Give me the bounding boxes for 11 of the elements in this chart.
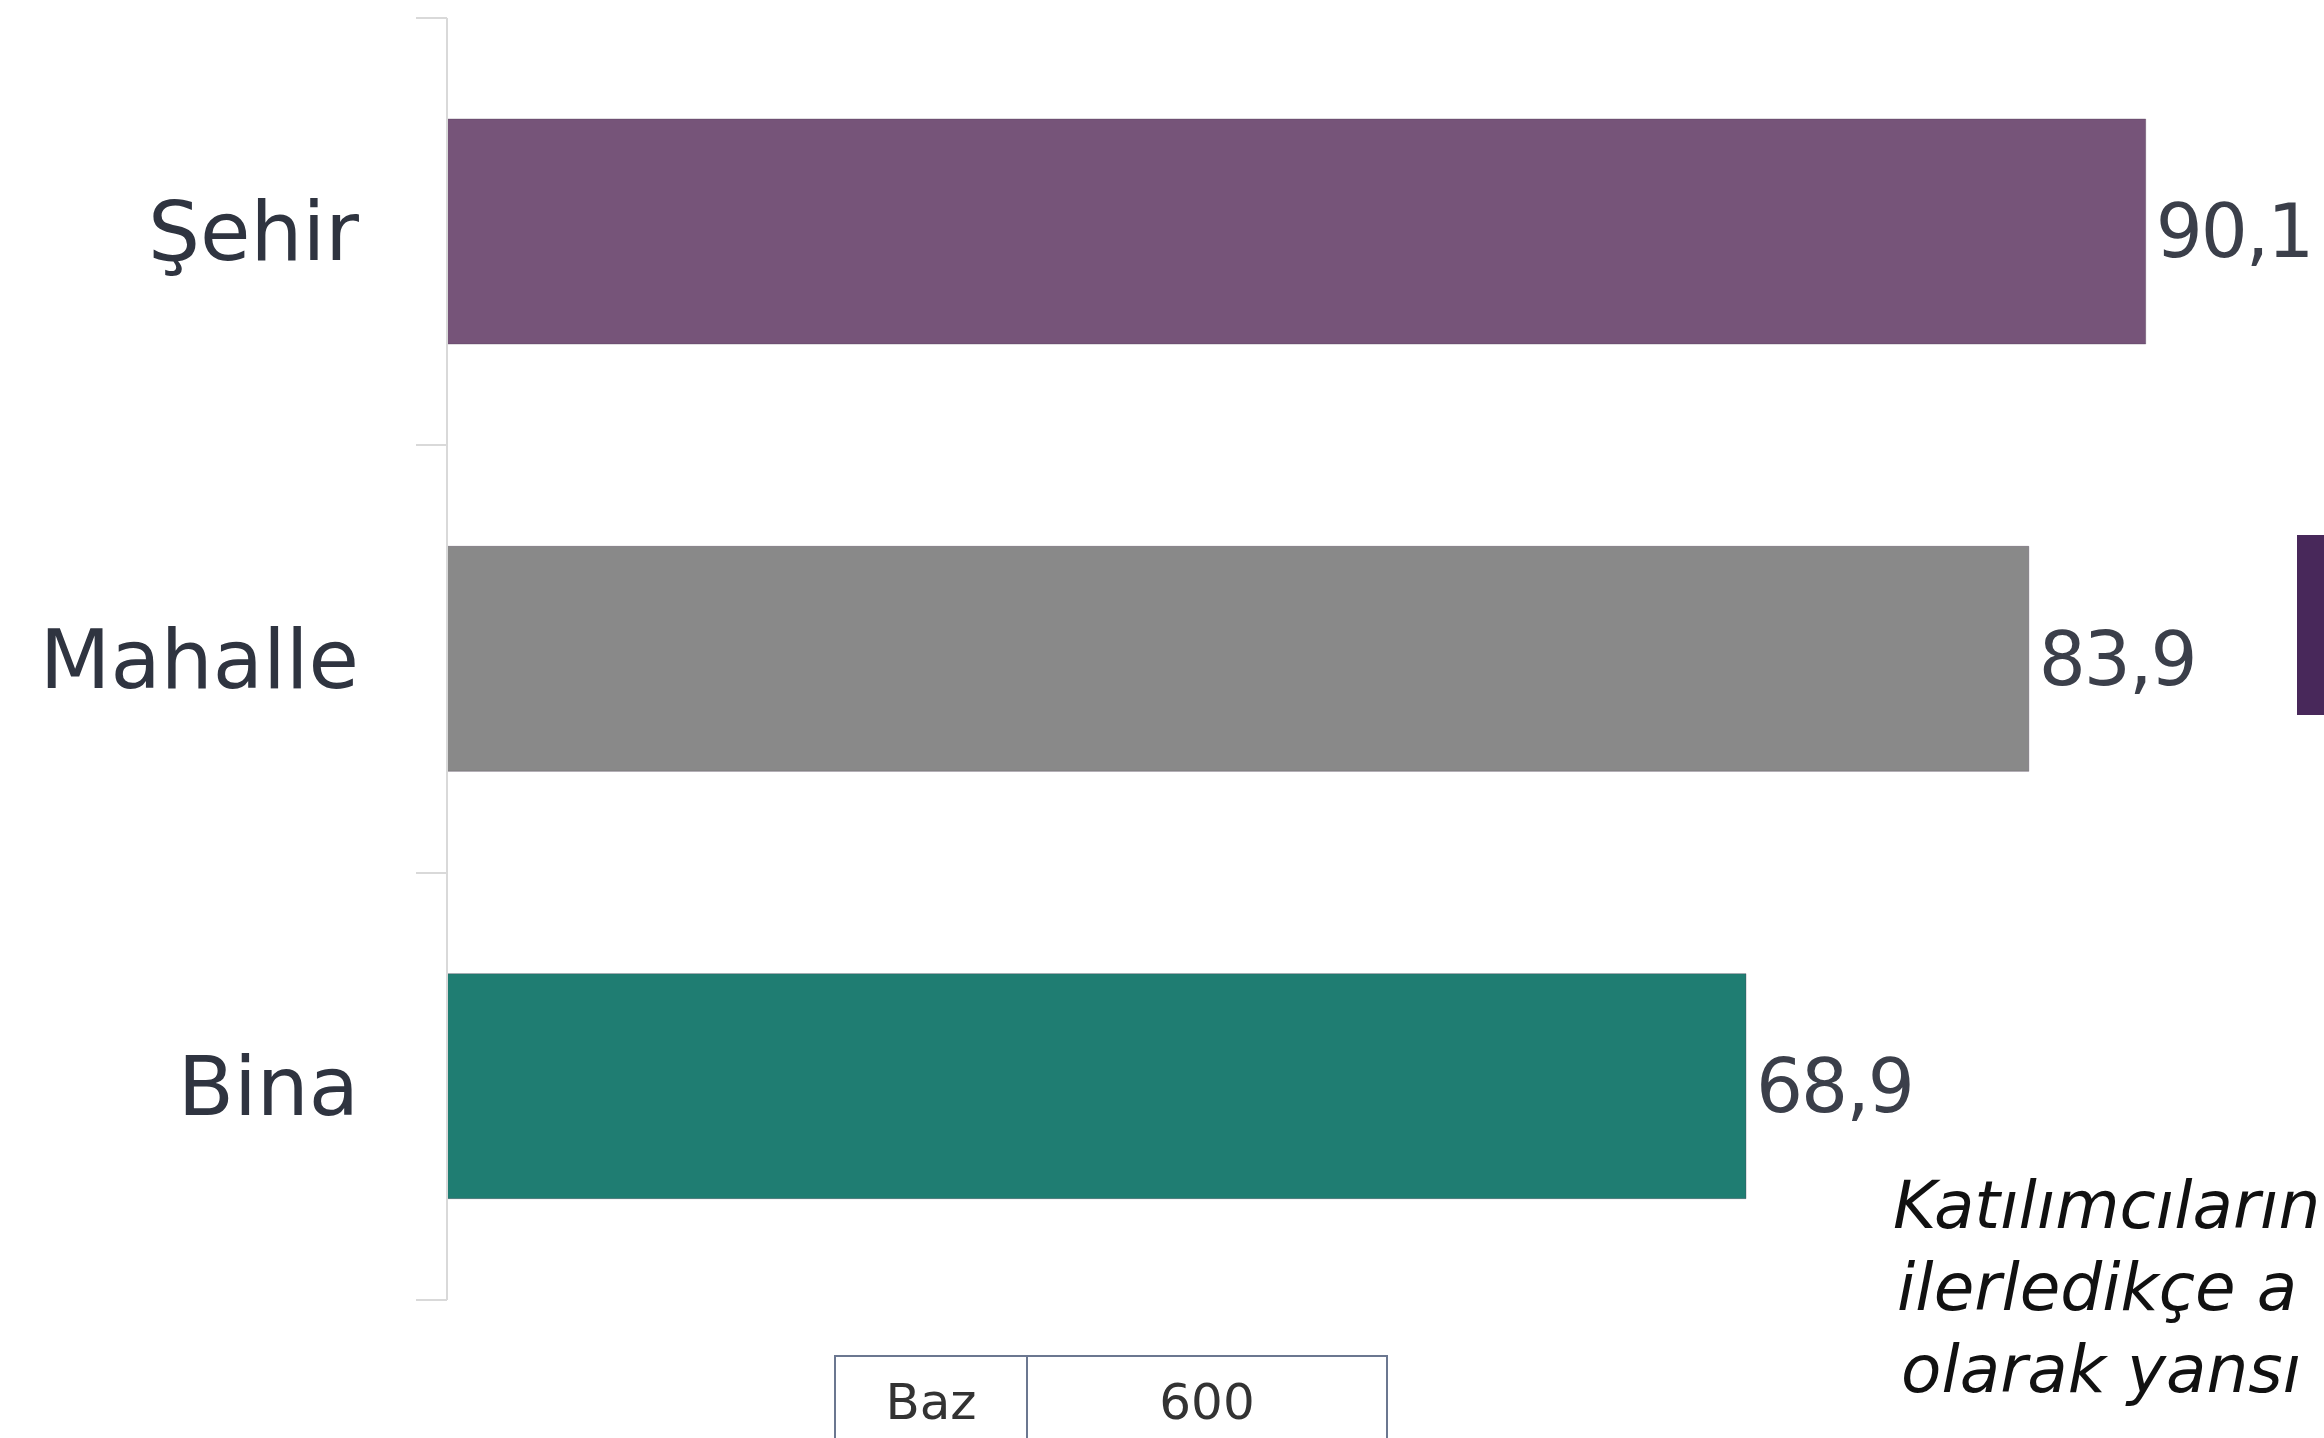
text: Baz [836, 1357, 1028, 1438]
annotation: Katılımcıların [1893, 1166, 2321, 1246]
text: 600 [1158, 1372, 1256, 1433]
data-label: 90,1 [2155, 188, 2313, 275]
annotation: ilerledikçe a [1896, 1248, 2299, 1328]
y-tick-label: Mahalle [39, 611, 359, 707]
y-tick-label: Şehir [148, 184, 360, 280]
data-label: 83,9 [2038, 615, 2196, 702]
y-tick-label: Bina [177, 1039, 359, 1135]
data-label: 68,9 [1755, 1043, 1913, 1130]
text: olarak yansı [1900, 1330, 2302, 1410]
